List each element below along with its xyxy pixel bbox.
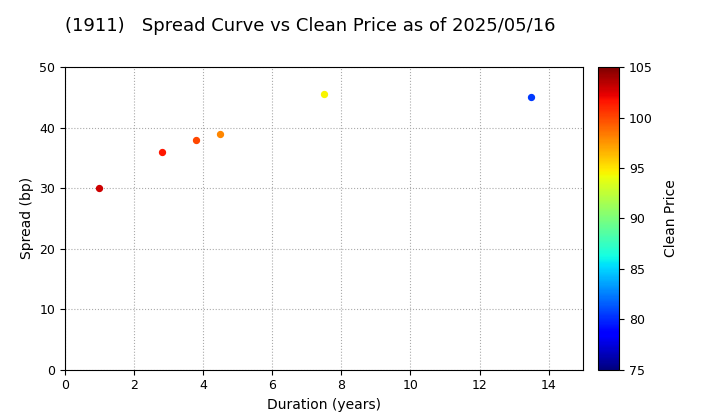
Point [190, 136, 202, 143]
Point [215, 130, 226, 137]
X-axis label: Duration (years): Duration (years) [267, 398, 381, 412]
Point [156, 149, 167, 155]
Point [526, 94, 537, 101]
Point [94, 185, 105, 192]
Text: (1911)   Spread Curve vs Clean Price as of 2025/05/16: (1911) Spread Curve vs Clean Price as of… [65, 17, 555, 35]
Y-axis label: Spread (bp): Spread (bp) [19, 177, 34, 260]
Y-axis label: Clean Price: Clean Price [664, 179, 678, 257]
Point [318, 91, 330, 98]
